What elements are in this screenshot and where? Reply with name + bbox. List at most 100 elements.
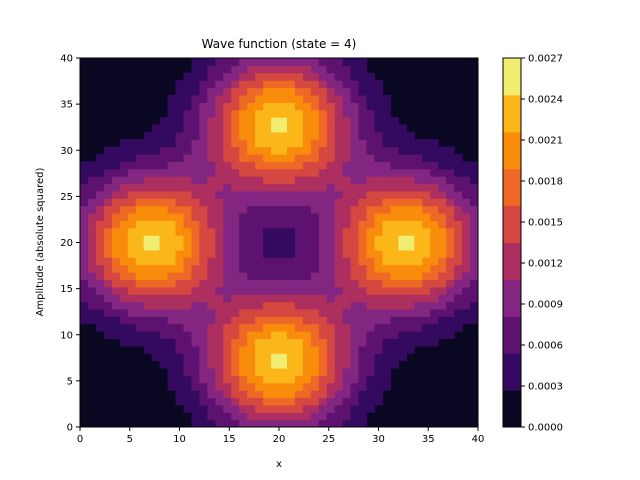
contour-cell: [286, 212, 296, 221]
contour-cell: [95, 168, 105, 177]
contour-cell: [231, 205, 240, 214]
contour-cell: [239, 109, 248, 118]
contour-cell: [199, 345, 208, 354]
contour-cell: [191, 117, 200, 126]
contour-cell: [143, 286, 153, 295]
contour-cell: [310, 131, 320, 140]
contour-cell: [263, 331, 272, 340]
contour-cell: [374, 153, 384, 162]
contour-cell: [366, 80, 376, 89]
contour-cell: [247, 190, 256, 199]
contour-cell: [382, 161, 392, 170]
contour-cell: [183, 94, 193, 103]
contour-cell: [318, 161, 328, 170]
contour-cell: [215, 404, 224, 413]
contour-cell: [191, 286, 200, 295]
contour-cell: [350, 72, 360, 81]
contour-cell: [143, 331, 153, 340]
contour-cell: [223, 382, 232, 391]
contour-cell: [446, 212, 455, 221]
contour-cell: [366, 353, 376, 362]
contour-cell: [318, 257, 328, 266]
contour-cell: [223, 220, 232, 229]
contour-cell: [430, 176, 439, 185]
contour-cell: [255, 308, 264, 317]
x-axis: 0 5 10 15 20 25 30 35 40: [77, 427, 484, 445]
contour-cell: [167, 345, 177, 354]
contour-cell: [103, 249, 113, 258]
contour-cell: [175, 139, 185, 148]
contour-cell: [151, 242, 161, 251]
contour-cell: [231, 109, 240, 118]
contour-cell: [374, 294, 384, 303]
contour-cell: [334, 257, 344, 266]
contour-cell: [159, 301, 169, 310]
contour-cell: [103, 153, 113, 162]
contour-cell: [374, 212, 384, 221]
contour-cell: [207, 382, 216, 391]
contour-cell: [334, 58, 344, 59]
contour-cell: [302, 198, 312, 207]
contour-cell: [382, 124, 392, 133]
contour-cell: [326, 272, 336, 280]
contour-cell: [255, 80, 264, 89]
contour-cell: [223, 353, 232, 362]
contour-cell: [183, 124, 193, 133]
contour-cell: [318, 117, 328, 126]
contour-cell: [390, 190, 399, 199]
contour-cell: [151, 294, 161, 303]
contour-cell: [279, 58, 288, 66]
contour-cell: [223, 161, 232, 170]
contour-cell: [231, 272, 240, 280]
contour-cell: [374, 176, 384, 185]
contour-cell: [310, 72, 320, 81]
contour-cell: [255, 264, 264, 273]
contour-cell: [263, 220, 272, 229]
contour-cell: [231, 102, 240, 111]
contour-cell: [183, 109, 193, 118]
contour-cell: [286, 360, 296, 369]
contour-cell: [199, 80, 208, 89]
contour-cell: [247, 72, 256, 81]
contour-cell: [279, 308, 288, 317]
contour-cell: [215, 183, 224, 192]
contour-cell: [223, 168, 232, 177]
contour-cell: [175, 176, 185, 185]
contour-cell: [255, 345, 264, 354]
contour-cell: [334, 279, 344, 288]
contour-cell: [199, 198, 208, 207]
contour-cell: [183, 345, 193, 354]
contour-cell: [326, 338, 336, 347]
contour-cell: [366, 301, 376, 310]
contour-cell: [398, 257, 407, 266]
contour-cell: [342, 323, 352, 332]
contour-cell: [334, 124, 344, 133]
y-tick-label: 30: [60, 146, 73, 157]
contour-cell: [191, 235, 200, 244]
contour-cell: [350, 161, 360, 170]
contour-cell: [406, 301, 415, 310]
contour-cell: [294, 176, 304, 185]
contour-cell: [366, 345, 376, 354]
contour-cell: [239, 242, 248, 251]
contour-cell: [183, 397, 193, 406]
contour-cell: [271, 345, 280, 354]
contour-cell: [374, 198, 384, 207]
contour-cell: [239, 412, 248, 421]
contour-cell: [398, 301, 407, 310]
contour-cell: [478, 228, 487, 236]
contour-cell: [438, 205, 447, 214]
contour-cell: [247, 367, 256, 376]
contour-cell: [462, 227, 471, 236]
contour-cell: [223, 183, 232, 192]
contour-cell: [310, 139, 320, 148]
contour-cell: [374, 190, 384, 199]
contour-cell: [422, 316, 431, 325]
contour-cell: [326, 183, 336, 192]
contour-cell: [135, 301, 145, 310]
contour-cell: [366, 331, 376, 340]
contour-cell: [279, 397, 288, 406]
contour-cell: [191, 190, 200, 199]
x-tick-label: 20: [273, 434, 286, 445]
contour-cell: [478, 309, 487, 317]
